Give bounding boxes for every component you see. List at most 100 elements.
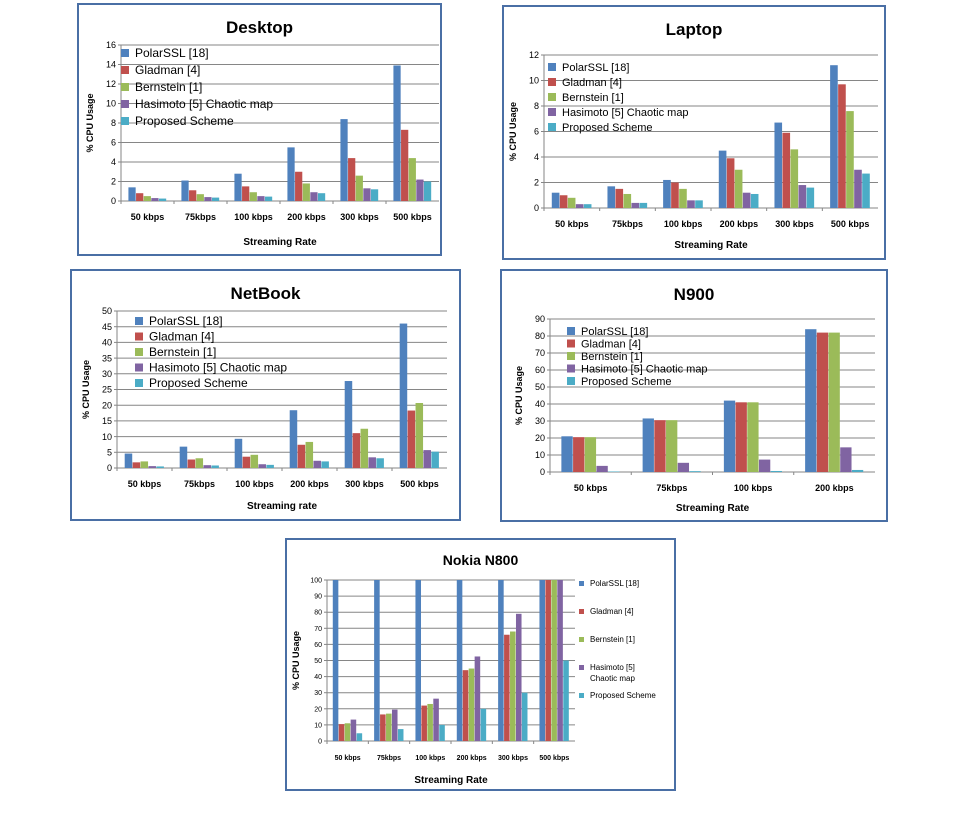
y-tick-label: 25 bbox=[102, 385, 112, 395]
legend-label-hasimoto-5-chaotic-map: Hasimoto [5] Chaotic map bbox=[581, 364, 708, 376]
x-tick-label: 500 kbps bbox=[539, 755, 569, 762]
bar-gladman-4-200-kbps bbox=[297, 444, 306, 468]
legend-swatch-bernstein-1 bbox=[121, 83, 129, 91]
x-axis-label: Streaming rate bbox=[247, 501, 317, 512]
x-tick-label: 50 kbps bbox=[335, 755, 361, 762]
y-axis-label: % CPU Usage bbox=[291, 631, 301, 690]
legend-label-hasimoto-5-chaotic-map: Hasimoto [5] bbox=[590, 663, 635, 672]
bar-proposed-scheme-100-kbps bbox=[439, 724, 445, 741]
bar-hasimoto-5-chaotic-map-100-kbps bbox=[257, 196, 265, 201]
bar-proposed-scheme-100-kbps bbox=[266, 464, 274, 468]
bar-gladman-4-200-kbps bbox=[295, 171, 303, 201]
x-tick-label: 75kbps bbox=[612, 219, 643, 229]
y-tick-label: 30 bbox=[314, 690, 322, 697]
y-tick-label: 0 bbox=[540, 467, 545, 477]
y-tick-label: 16 bbox=[106, 40, 116, 50]
y-tick-label: 40 bbox=[102, 338, 112, 348]
bar-gladman-4-75kbps bbox=[615, 188, 624, 208]
chart-title: N900 bbox=[674, 285, 715, 304]
bar-proposed-scheme-500-kbps bbox=[431, 451, 439, 468]
bar-gladman-4-100-kbps bbox=[671, 182, 679, 208]
x-tick-label: 500 kbps bbox=[831, 219, 870, 229]
bar-hasimoto-5-chaotic-map-200-kbps bbox=[313, 460, 321, 468]
y-tick-label: 70 bbox=[314, 626, 322, 633]
y-tick-label: 4 bbox=[534, 152, 539, 162]
y-tick-label: 6 bbox=[111, 138, 116, 148]
bar-gladman-4-200-kbps bbox=[816, 332, 829, 472]
bar-bernstein-1-100-kbps bbox=[747, 402, 759, 472]
bar-bernstein-1-500-kbps bbox=[846, 111, 854, 208]
y-tick-label: 30 bbox=[102, 369, 112, 379]
bar-hasimoto-5-chaotic-map-75kbps bbox=[677, 462, 690, 472]
bar-polarssl-18-200-kbps bbox=[289, 410, 298, 468]
legend-swatch-bernstein-1 bbox=[135, 348, 143, 356]
bar-bernstein-1-50-kbps bbox=[567, 197, 576, 208]
bar-polarssl-18-50-kbps bbox=[124, 453, 133, 468]
bar-polarssl-18-100-kbps bbox=[234, 438, 243, 468]
y-tick-label: 6 bbox=[534, 127, 539, 137]
x-tick-label: 200 kbps bbox=[815, 483, 854, 493]
y-tick-label: 20 bbox=[535, 433, 545, 443]
y-tick-label: 20 bbox=[102, 400, 112, 410]
bar-gladman-4-50-kbps bbox=[338, 724, 345, 741]
y-tick-label: 30 bbox=[535, 416, 545, 426]
legend-swatch-proposed-scheme bbox=[567, 377, 575, 385]
bar-bernstein-1-50-kbps bbox=[140, 461, 149, 468]
legend-label-polarssl-18: PolarSSL [18] bbox=[581, 326, 648, 338]
bar-bernstein-1-50-kbps bbox=[344, 723, 351, 741]
y-tick-label: 8 bbox=[534, 101, 539, 111]
bar-gladman-4-50-kbps bbox=[136, 193, 144, 201]
bar-gladman-4-200-kbps bbox=[462, 670, 469, 741]
bar-bernstein-1-300-kbps bbox=[355, 175, 363, 201]
legend-label-polarssl-18: PolarSSL [18] bbox=[590, 579, 639, 588]
bar-hasimoto-5-chaotic-map-200-kbps bbox=[474, 656, 481, 741]
legend-swatch-polarssl-18 bbox=[135, 317, 143, 325]
legend-label-gladman-4: Gladman [4] bbox=[581, 339, 641, 351]
bar-gladman-4-500-kbps bbox=[545, 580, 551, 741]
y-tick-label: 15 bbox=[102, 416, 112, 426]
x-tick-label: 100 kbps bbox=[415, 755, 445, 762]
bar-proposed-scheme-50-kbps bbox=[608, 471, 620, 472]
bar-bernstein-1-300-kbps bbox=[510, 631, 516, 741]
legend-label-gladman-4: Gladman [4] bbox=[149, 330, 214, 344]
bar-proposed-scheme-100-kbps bbox=[695, 200, 703, 208]
bar-bernstein-1-500-kbps bbox=[551, 580, 557, 741]
bar-gladman-4-500-kbps bbox=[401, 129, 409, 201]
bar-bernstein-1-75kbps bbox=[386, 713, 392, 741]
x-tick-label: 200 kbps bbox=[287, 212, 326, 222]
legend-label-gladman-4: Gladman [4] bbox=[135, 63, 200, 77]
bar-proposed-scheme-500-kbps bbox=[423, 181, 432, 201]
x-tick-label: 200 kbps bbox=[290, 479, 329, 489]
bar-proposed-scheme-500-kbps bbox=[563, 660, 569, 741]
bar-proposed-scheme-75kbps bbox=[397, 729, 404, 741]
y-axis-label: % CPU Usage bbox=[508, 102, 518, 161]
bar-proposed-scheme-75kbps bbox=[211, 465, 219, 468]
bar-polarssl-18-50-kbps bbox=[551, 192, 560, 208]
y-tick-label: 50 bbox=[535, 382, 545, 392]
bar-proposed-scheme-300-kbps bbox=[521, 692, 528, 741]
legend-swatch-gladman-4 bbox=[579, 609, 584, 614]
x-tick-label: 200 kbps bbox=[457, 755, 487, 762]
bar-hasimoto-5-chaotic-map-100-kbps bbox=[687, 200, 695, 208]
y-tick-label: 80 bbox=[535, 331, 545, 341]
bar-bernstein-1-300-kbps bbox=[790, 149, 799, 208]
bar-hasimoto-5-chaotic-map-100-kbps bbox=[258, 464, 266, 468]
legend-label-bernstein-1: Bernstein [1] bbox=[581, 351, 643, 363]
legend-label-proposed-scheme: Proposed Scheme bbox=[581, 376, 672, 388]
bar-gladman-4-100-kbps bbox=[735, 402, 747, 472]
legend-label-gladman-4: Gladman [4] bbox=[562, 77, 622, 89]
x-tick-label: 300 kbps bbox=[775, 219, 814, 229]
bar-polarssl-18-75kbps bbox=[607, 186, 616, 208]
chart-title: Nokia N800 bbox=[443, 552, 519, 568]
legend-label-hasimoto-5-chaotic-map: Hasimoto [5] Chaotic map bbox=[135, 97, 273, 111]
bar-hasimoto-5-chaotic-map-500-kbps bbox=[557, 580, 563, 741]
bar-gladman-4-50-kbps bbox=[559, 195, 568, 208]
y-tick-label: 2 bbox=[111, 177, 116, 187]
bar-polarssl-18-500-kbps bbox=[393, 65, 401, 201]
bar-bernstein-1-200-kbps bbox=[468, 668, 475, 741]
bar-polarssl-18-200-kbps bbox=[718, 150, 727, 208]
bar-polarssl-18-75kbps bbox=[642, 418, 654, 472]
bar-polarssl-18-100-kbps bbox=[234, 173, 242, 201]
bar-polarssl-18-300-kbps bbox=[774, 122, 783, 208]
chart-panel-netbook: NetBook 0 5 10 15 20 25 30 35 40 45 50 50 kbps 75kbps… bbox=[70, 269, 461, 521]
